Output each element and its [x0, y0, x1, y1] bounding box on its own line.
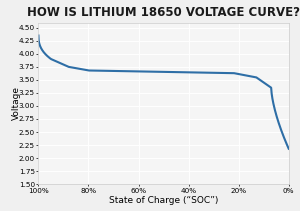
Title: HOW IS LITHIUM 18650 VOLTAGE CURVE?: HOW IS LITHIUM 18650 VOLTAGE CURVE?	[27, 5, 300, 19]
Y-axis label: Voltage: Voltage	[12, 86, 21, 120]
X-axis label: State of Charge (“SOC”): State of Charge (“SOC”)	[109, 196, 218, 206]
